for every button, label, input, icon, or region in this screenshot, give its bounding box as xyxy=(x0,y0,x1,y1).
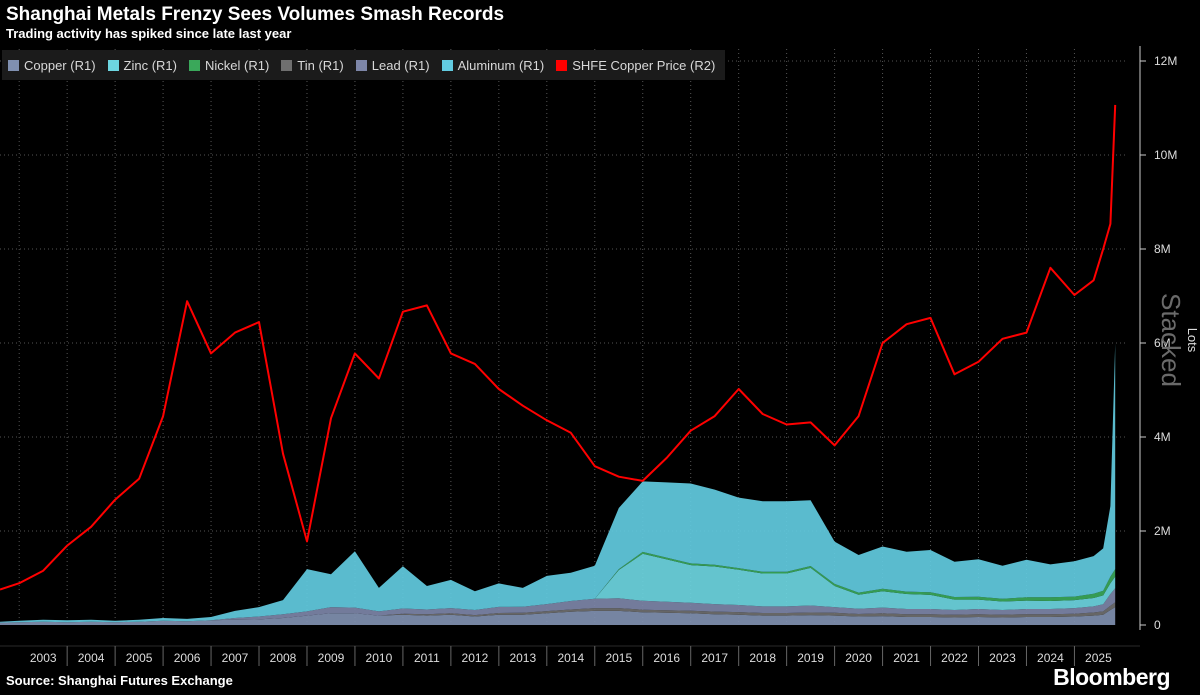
area-aluminum xyxy=(0,343,1116,623)
x-tick-label: 2023 xyxy=(989,651,1016,665)
x-tick-label: 2024 xyxy=(1037,651,1064,665)
y-tick-label: 4M xyxy=(1154,430,1171,444)
legend-label: Lead (R1) xyxy=(371,57,430,73)
price-line xyxy=(0,104,1117,591)
legend-item: Tin (R1) xyxy=(281,57,344,73)
x-axis-ticks: 2003 2004 2005 2006 2007 2008 2009 2010 2011 2012… xyxy=(30,646,1112,666)
x-tick-label: 2006 xyxy=(174,651,201,665)
x-tick-label: 2018 xyxy=(749,651,776,665)
legend-label: Nickel (R1) xyxy=(204,57,270,73)
y-tick-label: 8M xyxy=(1154,242,1171,256)
legend-item: Zinc (R1) xyxy=(107,57,177,73)
legend-swatch xyxy=(556,59,568,71)
legend-item: Copper (R1) xyxy=(8,58,96,73)
x-tick-label: 2005 xyxy=(126,651,153,665)
x-tick-label: 2004 xyxy=(78,651,105,665)
legend-label: Copper (R1) xyxy=(24,57,96,73)
legend-label: Tin (R1) xyxy=(297,57,344,73)
x-tick-label: 2020 xyxy=(845,651,872,665)
legend-swatch xyxy=(355,59,367,71)
price-line-layer xyxy=(0,104,1117,591)
y-tick-label: 2M xyxy=(1154,524,1171,538)
y-tick-label: 0 xyxy=(1154,618,1161,632)
area-nickel xyxy=(0,553,1116,623)
y-tick-label: 10M xyxy=(1154,148,1177,162)
x-tick-label: 2003 xyxy=(30,651,57,665)
x-tick-label: 2011 xyxy=(414,651,440,665)
area-zinc xyxy=(0,588,1116,623)
x-tick-label: 2015 xyxy=(605,651,632,665)
legend-item: SHFE Copper Price (R2) xyxy=(556,58,715,73)
axes xyxy=(0,46,1141,647)
y-axis-label: Lots xyxy=(1185,328,1200,353)
source-note: Source: Shanghai Futures Exchange xyxy=(6,673,233,688)
gridlines xyxy=(0,49,1128,625)
x-tick-label: 2021 xyxy=(893,651,920,665)
legend: Copper (R1) Zinc (R1) Nickel (R1) Tin (R1) L… xyxy=(2,50,726,80)
legend-label: Zinc (R1) xyxy=(123,57,177,73)
legend-label: SHFE Copper Price (R2) xyxy=(572,57,716,73)
x-tick-label: 2009 xyxy=(318,651,345,665)
chart-subtitle: Trading activity has spiked since late l… xyxy=(6,26,292,41)
x-tick-label: 2022 xyxy=(941,651,968,665)
stacked-areas xyxy=(0,343,1116,625)
stacked-annotation: Stacked xyxy=(1156,293,1186,387)
x-tick-label: 2014 xyxy=(557,651,584,665)
legend-swatch xyxy=(8,59,19,71)
x-tick-label: 2013 xyxy=(509,651,536,665)
x-tick-label: 2017 xyxy=(701,651,728,665)
x-tick-label: 2008 xyxy=(270,651,297,665)
area-copper xyxy=(0,607,1116,625)
x-tick-label: 2025 xyxy=(1085,651,1112,665)
legend-swatch xyxy=(281,59,293,71)
area-lead xyxy=(0,602,1116,623)
x-tick-label: 2010 xyxy=(366,651,393,665)
legend-item: Lead (R1) xyxy=(355,57,430,73)
legend-item: Nickel (R1) xyxy=(188,57,270,73)
y-axis-ticks: 0 2M 4M 6M 8M 10M 12M xyxy=(1140,54,1177,632)
legend-label: Aluminum (R1) xyxy=(457,57,545,73)
y-tick-label: 6M xyxy=(1154,336,1171,350)
legend-item: Aluminum (R1) xyxy=(441,57,545,73)
bloomberg-logo: Bloomberg xyxy=(1053,664,1170,690)
legend-swatch xyxy=(441,59,453,71)
chart-title: Shanghai Metals Frenzy Sees Volumes Smas… xyxy=(6,4,505,25)
x-tick-label: 2012 xyxy=(462,651,489,665)
x-tick-label: 2007 xyxy=(222,651,249,665)
x-tick-label: 2016 xyxy=(653,651,680,665)
x-tick-label: 2019 xyxy=(797,651,824,665)
y-tick-label: 12M xyxy=(1154,54,1177,68)
legend-swatch xyxy=(188,59,200,71)
legend-swatch xyxy=(107,59,119,71)
